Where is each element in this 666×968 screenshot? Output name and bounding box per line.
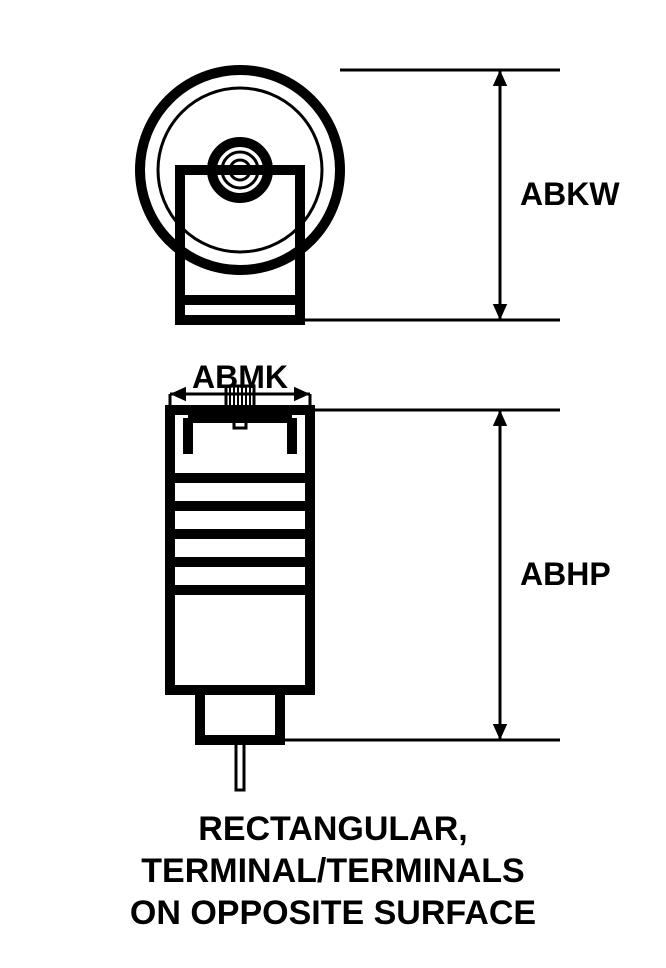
dim-label-abmk: ABMK xyxy=(192,359,288,395)
dim-label-abhp: ABHP xyxy=(520,556,611,592)
dim-label-abkw: ABKW xyxy=(520,176,620,212)
caption-line-3: ON OPPOSITE SURFACE xyxy=(130,894,536,932)
caption-line-2: TERMINAL/TERMINALS xyxy=(141,852,524,890)
caption-line-1: RECTANGULAR, xyxy=(198,810,467,848)
